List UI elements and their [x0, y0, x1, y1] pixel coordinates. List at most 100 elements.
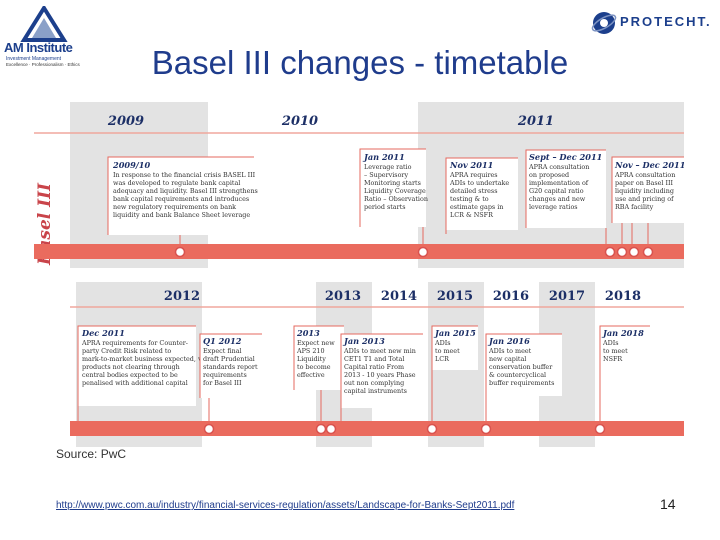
event-heading: 2013	[296, 328, 320, 338]
event-text-line: products not clearing through	[82, 363, 180, 371]
aim-logo-tagline: Excellence · Professionalism · Ethics	[6, 62, 80, 67]
event-text-line: to meet	[435, 347, 460, 355]
year-label-2017: 2017	[549, 289, 585, 304]
event-text-line: Expect new	[297, 339, 335, 347]
event-text-line: ADIs to meet new min	[343, 347, 416, 355]
event-text-line: draft Prudential	[203, 355, 255, 363]
event-text-line: requirements	[203, 371, 247, 379]
event-text-line: implementation of	[529, 179, 589, 187]
event-text-line: In response to the financial crisis BASE…	[113, 171, 256, 179]
event-text-line: Capital ratio From	[344, 363, 404, 371]
basel-timeline-diagram: Basel III 2009 2010 2011 2012 2013 2014 …	[34, 102, 684, 447]
event-text-line: RBA facility	[615, 203, 654, 211]
event-text-line: Monitoring starts	[364, 179, 421, 187]
event-text-line: ADIs to undertake	[449, 179, 509, 187]
event-text-line: NSFR	[603, 355, 622, 363]
timeline-marker	[480, 423, 492, 435]
year-label-2013: 2013	[325, 289, 361, 304]
event-text-line: ADIs	[434, 339, 451, 347]
event-text-line: APS 210	[296, 347, 325, 355]
event-text-line: LCR	[435, 355, 449, 363]
event-text-line: APRA requirements for Counter-	[81, 339, 188, 347]
event-heading: Jan 2011	[362, 152, 405, 162]
year-label-2018: 2018	[605, 289, 641, 304]
event-text-line: APRA consultation	[614, 171, 675, 179]
top-timeline-markers	[174, 246, 654, 258]
source-caption: Source: PwC	[56, 447, 127, 461]
event-text-line: & countercyclical	[489, 371, 546, 379]
event-text-line: to meet	[603, 347, 628, 355]
event-box-nov-2011: Nov 2011 APRA requires ADIs to undertake…	[445, 157, 518, 234]
event-text-line: LCR & NSFR	[450, 211, 493, 219]
event-text-line: APRA requires	[449, 171, 498, 179]
event-heading: Sept – Dec 2011	[529, 152, 602, 162]
page-number: 14	[660, 496, 676, 512]
event-text-line: on proposed	[529, 171, 569, 179]
timeline-marker	[604, 246, 616, 258]
timeline-marker	[417, 246, 429, 258]
event-heading: Jan 2016	[487, 336, 530, 346]
event-text-line: penalised with additional capital	[82, 379, 188, 387]
event-text-line: – Supervisory	[364, 171, 408, 179]
event-heading: 2009/10	[112, 160, 150, 170]
event-box-nov-dec-2011: Nov – Dec 2011 APRA consultation paper o…	[611, 156, 684, 248]
event-text-line: out non complying	[344, 379, 404, 387]
protecht-logo: PROTECHT.	[588, 4, 716, 40]
event-text-line: Leverage ratio	[364, 163, 412, 171]
event-text-line: G20 capital ratio	[529, 187, 584, 195]
year-label-2015: 2015	[437, 289, 473, 304]
event-text-line: 2013 - 10 years Phase	[344, 371, 416, 379]
event-text-line: period starts	[364, 203, 406, 211]
protecht-logo-text: PROTECHT.	[620, 14, 712, 29]
timeline-marker	[616, 246, 628, 258]
source-link[interactable]: http://www.pwc.com.au/industry/financial…	[56, 500, 515, 511]
timeline-marker	[325, 423, 337, 435]
year-label-2012: 2012	[164, 289, 200, 304]
event-heading: Q1 2012	[203, 336, 242, 346]
timeline-marker	[315, 423, 327, 435]
event-box-jan-2013: Jan 2013 ADIs to meet new min CET1 T1 an…	[340, 333, 423, 422]
event-text-line: adequacy and liquidity. Basel III streng…	[113, 187, 258, 195]
event-text-line: Liquidity Coverage	[364, 187, 426, 195]
event-text-line: effective	[297, 371, 325, 379]
event-text-line: testing & to	[450, 195, 489, 203]
top-timeline-bar	[34, 244, 684, 259]
timeline-marker	[594, 423, 606, 435]
event-text-line: Liquidity	[297, 355, 326, 363]
event-text-line: party Credit Risk related to	[82, 347, 171, 355]
timeline-marker	[628, 246, 640, 258]
event-heading: Nov 2011	[449, 160, 493, 170]
year-label-2009: 2009	[107, 114, 144, 129]
event-box-2013: 2013 Expect new APS 210 Liquidity to bec…	[293, 325, 344, 422]
event-text-line: changes and new	[529, 195, 586, 203]
event-text-line: buffer requirements	[489, 379, 554, 387]
event-text-line: estimate gaps in	[450, 203, 503, 211]
bottom-timeline-bar	[70, 421, 684, 436]
event-heading: Jan 2013	[342, 336, 385, 346]
event-text-line: new regulatory requirements on bank	[113, 203, 236, 211]
event-text-line: to become	[297, 363, 331, 371]
year-label-2011: 2011	[517, 114, 554, 129]
aim-logo-brand: AM Institute	[4, 40, 73, 55]
timeline-marker	[426, 423, 438, 435]
event-text-line: APRA consultation	[528, 163, 589, 171]
year-label-2010: 2010	[281, 114, 318, 129]
event-text-line: Expect final	[203, 347, 242, 355]
event-heading: Jan 2018	[601, 328, 644, 338]
event-box-sept-dec-2011: Sept – Dec 2011 APRA consultation on pro…	[525, 149, 607, 248]
event-text-line: detailed stress	[450, 187, 498, 195]
aim-triangle-icon	[20, 6, 68, 42]
event-text-line: Ratio – Observation	[364, 195, 428, 203]
event-heading: Dec 2011	[81, 328, 125, 338]
event-text-line: paper on Basel III	[615, 179, 674, 187]
event-box-jan-2016: Jan 2016 ADIs to meet new capital conser…	[485, 333, 562, 422]
event-box-jan-2018: Jan 2018 ADIs to meet NSFR	[599, 325, 650, 422]
event-heading: Jan 2015	[433, 328, 476, 338]
slide-title: Basel III changes - timetable	[151, 44, 569, 81]
event-text-line: ADIs to meet	[488, 347, 532, 355]
bottom-timeline-markers	[203, 423, 606, 435]
timeline-marker	[642, 246, 654, 258]
protecht-globe-icon	[591, 12, 617, 34]
event-text-line: leverage ratios	[529, 203, 578, 211]
event-text-line: mark-to-market business expected, with	[82, 355, 212, 363]
